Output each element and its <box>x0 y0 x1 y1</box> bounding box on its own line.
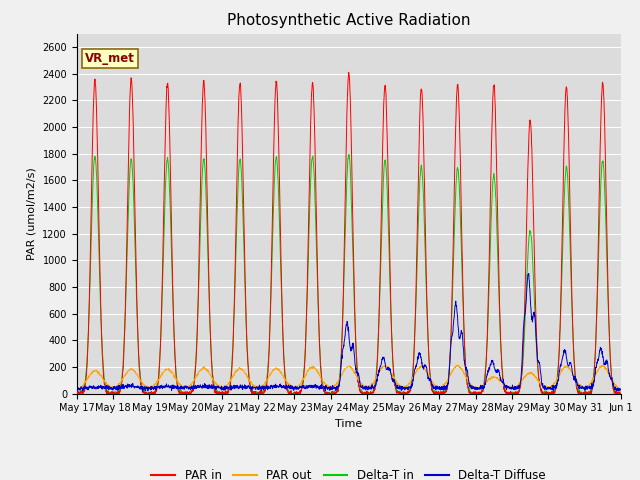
Title: Photosynthetic Active Radiation: Photosynthetic Active Radiation <box>227 13 470 28</box>
Y-axis label: PAR (umol/m2/s): PAR (umol/m2/s) <box>27 167 36 260</box>
Legend: PAR in, PAR out, Delta-T in, Delta-T Diffuse: PAR in, PAR out, Delta-T in, Delta-T Dif… <box>147 464 551 480</box>
X-axis label: Time: Time <box>335 419 362 429</box>
Text: VR_met: VR_met <box>85 51 135 65</box>
